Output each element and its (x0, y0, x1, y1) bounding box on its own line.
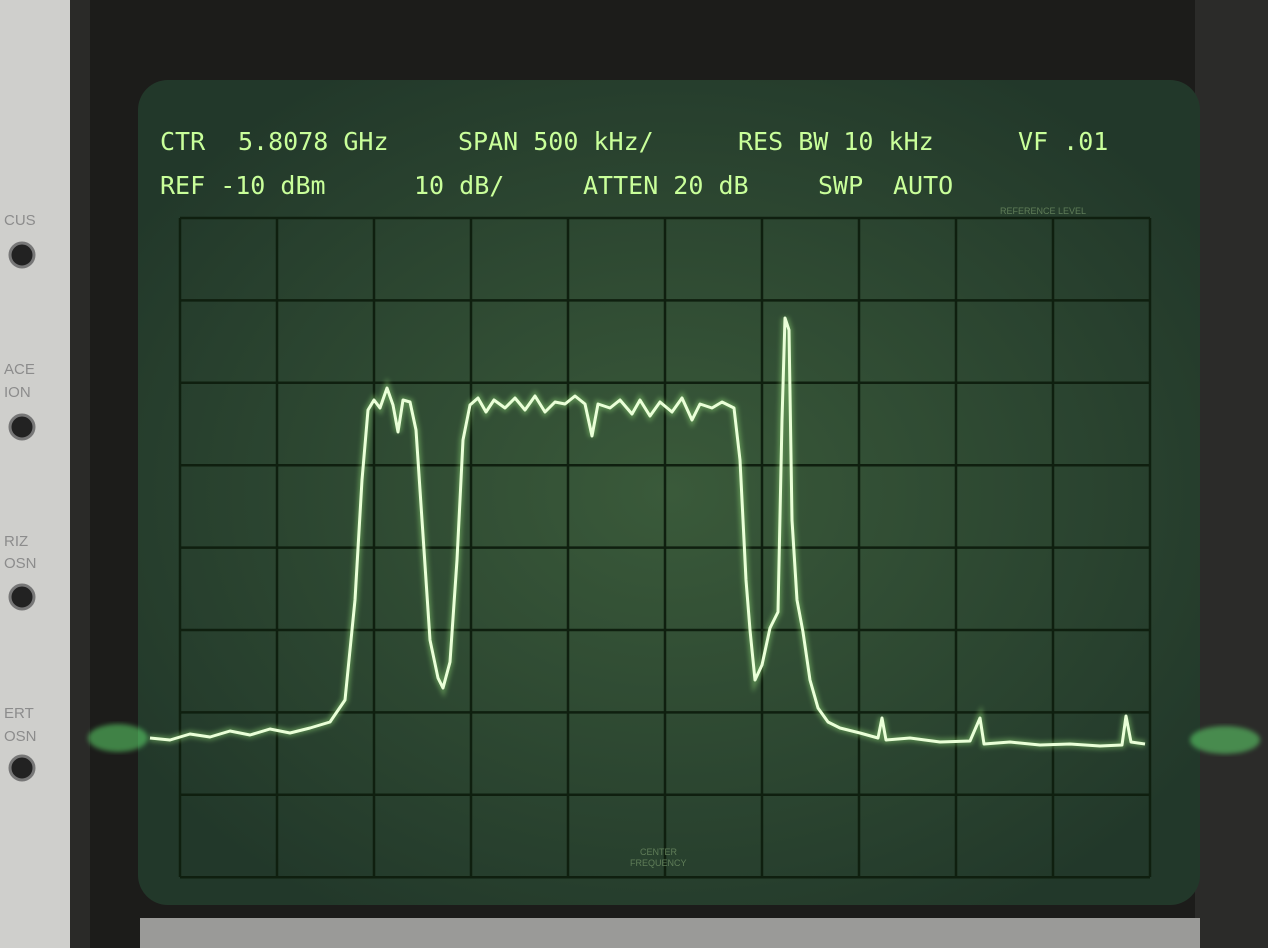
readout: RES BW 10 kHz (738, 127, 934, 156)
panel-label: OSN (4, 555, 37, 572)
panel-edge (70, 0, 90, 948)
readout: ATTEN 20 dB (583, 171, 749, 200)
readout: SWP (818, 171, 863, 200)
readout: 5.8078 GHz (238, 127, 389, 156)
glow (88, 724, 148, 752)
glow (1190, 726, 1260, 754)
bottom-frame (140, 918, 1200, 948)
readout: 10 dB/ (414, 171, 504, 200)
reference-level-label: REFERENCE LEVEL (1000, 206, 1086, 216)
trace (149, 316, 1146, 750)
center-frequency-label: FREQUENCY (630, 858, 687, 868)
side-panel (0, 0, 70, 948)
panel-label: OSN (4, 728, 37, 745)
center-frequency-label: CENTER (640, 847, 678, 857)
right-bezel (1195, 0, 1268, 948)
panel-label: ERT (4, 705, 34, 722)
crt-screen (138, 80, 1200, 905)
panel-label: ACE (4, 361, 35, 378)
readout: REF -10 dBm (160, 171, 326, 200)
graticule (178, 216, 1152, 879)
knobs (8, 241, 36, 782)
readout: VF .01 (1018, 127, 1108, 156)
readout: SPAN 500 kHz/ (458, 127, 654, 156)
panel-label: CUS (4, 212, 36, 229)
panel-label: RIZ (4, 533, 28, 550)
panel-label: ION (4, 384, 31, 401)
readout: CTR (160, 127, 206, 156)
readout: AUTO (893, 171, 953, 200)
